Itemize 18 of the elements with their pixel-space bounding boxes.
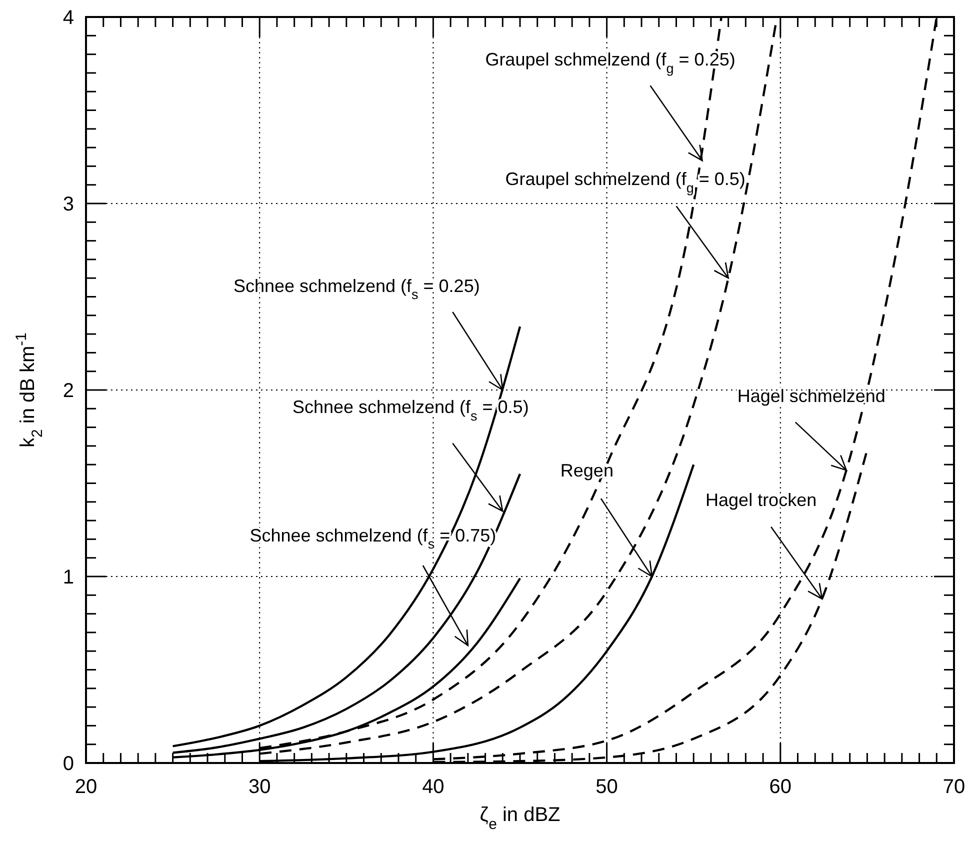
y-tick-label: 2	[62, 380, 74, 402]
x-tick-label: 70	[942, 776, 966, 798]
x-axis-title: ζ$_{e}$ in dBZ	[480, 804, 560, 833]
annotation: Graupel schmelzend (f$_{g}$ = 0.25)	[485, 50, 736, 76]
y-tick-label: 1	[62, 566, 74, 588]
annotation: Schnee schmelzend (f$_{s}$ = 0.5)	[292, 397, 529, 424]
x-tick-label: 50	[596, 776, 618, 798]
x-tick-label: 30	[248, 776, 271, 798]
y-tick-label: 3	[62, 194, 74, 216]
y-tick-label: 4	[62, 7, 74, 29]
y-tick-label: 0	[62, 753, 74, 775]
annotation: Schnee schmelzend (f$_{s}$ = 0.25)	[233, 276, 480, 302]
x-tick-label: 40	[422, 776, 444, 798]
annotation: Regen	[560, 460, 614, 480]
annotation: Graupel schmelzend (f$_{g}$ = 0.5)	[505, 169, 746, 196]
x-tick-label: 20	[74, 776, 98, 798]
x-tick-label: 60	[769, 776, 792, 798]
annotation: Hagel trocken	[706, 490, 817, 510]
